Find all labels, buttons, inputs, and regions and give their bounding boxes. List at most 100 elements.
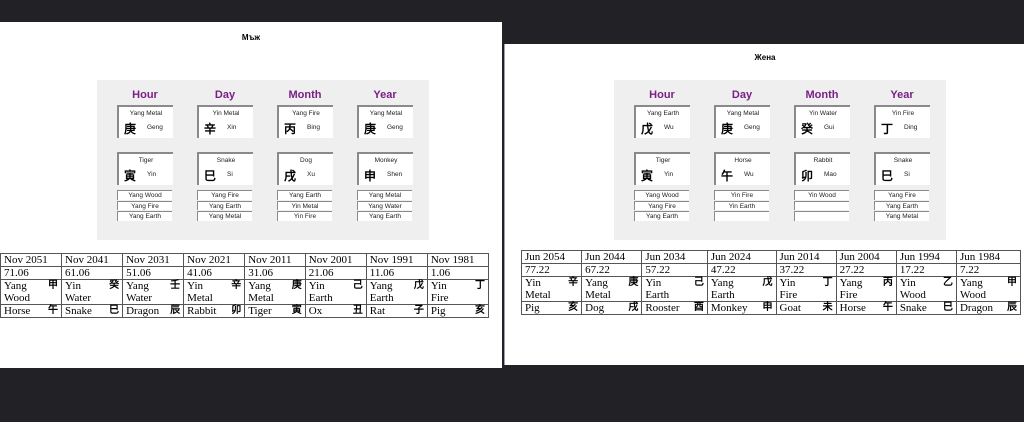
stem-line: Yang 庚 [585,277,638,289]
heavenly-stem-box: Yang Metal 庚 Geng [357,105,413,138]
stem-polarity: Yang [248,280,271,292]
stem-character: 丙 [882,277,893,288]
stem-polarity: Yang [585,277,608,289]
stem-pinyin: Geng [147,124,163,131]
stem-pinyin: Ding [904,124,918,131]
stem-polarity: Yang [4,280,27,292]
table-row: Horse 午 Snake 巳 Dragon 辰 Rabbit 卯 Tiger 寅 Ox 丑 Rat 子 P… [0,304,490,318]
branch-animal: Goat [779,302,801,314]
heavenly-stem-box: Yang Fire 丙 Bing [277,105,333,138]
stem-character: 庚 [628,277,639,288]
branch-character: 亥 [475,305,485,316]
stem-line: Yang 戊 [370,280,424,292]
earthly-branch-box: Tiger 寅 Yin [634,152,690,185]
stem-pinyin: Geng [744,124,760,131]
branch-animal: Rooster [645,302,680,314]
stem-element: Yang Earth [646,110,680,117]
stem-character: 戊 [762,277,773,288]
branch-character: 子 [413,305,424,316]
heavenly-stem-box: Yang Metal 庚 Geng [714,105,770,138]
branch-animal: Dragon [126,305,160,317]
stem-polarity: Yang [959,277,983,289]
stem-element: Earth [308,292,333,304]
luck-age: 67.22 [581,263,643,277]
branch-pinyin: Shen [387,171,403,178]
luck-stem: Yin 辛 Metal [520,276,583,302]
luck-branch: Rabbit 卯 [183,304,246,318]
stem-line: Yin 丁 [431,280,485,292]
branch-character: 卯 [801,169,814,183]
stem-polarity: Yang [369,280,393,292]
hidden-stem: Yang Earth [197,200,252,210]
branch-character: 未 [822,302,833,313]
stem-line: Yin 辛 [187,280,241,292]
stem-character: 己 [352,280,363,291]
branch-animal: Tiger [248,305,272,317]
heavenly-stem-box: Yang Earth 戊 Wu [634,105,690,138]
stem-line: Yang 甲 [4,280,58,292]
earthly-branch-box: Snake 巳 Si [197,152,253,185]
stem-polarity: Yang [839,277,863,289]
earthly-branch-box: Horse 午 Wu [714,152,770,185]
stem-character: 癸 [109,280,120,291]
branch-pinyin: Mao [824,171,837,178]
branch-character: 丑 [352,305,363,316]
stem-polarity: Yin [65,280,81,292]
stem-element: Yang Metal [726,110,760,117]
stem-element: Yang Fire [292,110,320,117]
branch-line: Dragon 辰 [126,305,180,317]
stem-element: Metal [585,289,611,301]
earthly-branch-box: Tiger 寅 Yin [117,152,173,185]
branch-animal: Snake [65,305,92,317]
stem-character: 己 [693,277,704,288]
stem-character: 辛 [568,277,579,288]
luck-stem: Yang 丙 Fire [835,276,897,302]
branch-animal: Rabbit [187,305,217,317]
luck-date: Nov 2041 [61,253,124,267]
stem-character: 庚 [364,122,377,136]
branch-line: Ox 丑 [309,305,363,317]
stem-character: 丁 [475,280,485,291]
stem-line: Yang 甲 [960,277,1017,289]
stem-element: Yin Fire [891,110,915,117]
branch-character: 酉 [693,302,704,313]
luck-stem: Yang 庚 Metal [581,276,643,302]
hidden-stem: Yang Earth [357,211,412,221]
luck-stem: Yang 戊 Earth [706,276,777,302]
heavenly-stem-box: Yin Fire 丁 Ding [874,105,930,138]
luck-branch: Pig 亥 [426,304,490,318]
stem-character: 丁 [822,277,833,288]
branch-line: Dragon 辰 [960,302,1017,314]
stem-polarity: Yang [710,277,734,289]
branch-character: 申 [762,302,773,313]
branch-line: Tiger 寅 [248,305,302,317]
pillar-title: Year [890,89,914,101]
stem-polarity: Yin [525,277,541,289]
luck-branch: Tiger 寅 [244,304,306,318]
stem-character: 庚 [124,122,137,136]
branch-character: 戌 [628,302,639,313]
luck-date: Nov 2031 [122,253,185,267]
luck-date: Nov 2051 [0,253,63,267]
luck-date: Nov 2021 [183,253,246,267]
hidden-stem: Yang Fire [117,200,172,210]
stem-line: Yang 戊 [711,277,773,289]
stem-element: Yang Metal [129,110,163,117]
luck-age: 77.22 [520,263,583,277]
heavenly-stem-box: Yin Water 癸 Gui [794,105,850,138]
stem-character: 庚 [721,122,734,136]
hidden-stem: Yang Metal [874,211,929,221]
pillar-title: Month [805,89,839,101]
hidden-stem: Yin Metal [277,200,332,210]
luck-date: Jun 2034 [641,250,708,264]
branch-character: 辰 [1007,302,1017,313]
branch-animal: Dog [585,302,605,314]
luck-branch: Snake 巳 [61,304,124,318]
stem-pinyin: Wu [664,124,674,131]
luck-branch: Dragon 辰 [122,304,185,318]
branch-character: 巳 [204,169,217,183]
stem-element: Water [126,292,153,304]
stem-element: Earth [369,292,394,304]
luck-branch: Pig 亥 [520,301,583,315]
branch-line: Rat 子 [370,305,424,317]
